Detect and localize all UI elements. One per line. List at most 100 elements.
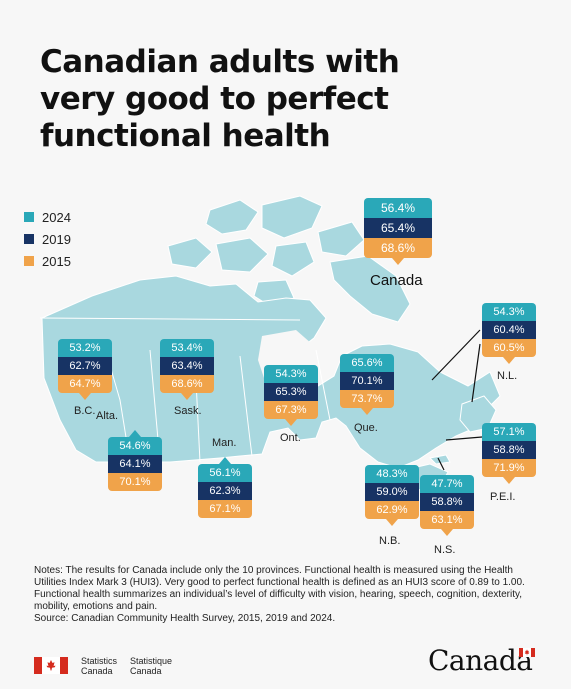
title-line-3: functional health xyxy=(40,118,331,154)
value-2015: 68.6% xyxy=(160,375,214,393)
value-2024: 47.7% xyxy=(420,475,474,493)
callout-pointer xyxy=(503,477,515,484)
agency-fr-line-1: Statistique xyxy=(130,656,173,666)
agency-en-line-1: Statistics xyxy=(81,656,118,666)
boundary-on-qc xyxy=(315,349,331,421)
agency-fr-line-2: Canada xyxy=(130,666,162,676)
legend-swatch xyxy=(24,234,34,244)
leader-ns xyxy=(437,457,445,471)
value-2019: 58.8% xyxy=(482,441,536,459)
value-2015: 68.6% xyxy=(364,238,432,258)
label-pe: P.E.I. xyxy=(490,491,516,503)
value-2024: 57.1% xyxy=(482,423,536,441)
legend-item-2024: 2024 xyxy=(24,206,71,228)
value-2015: 64.7% xyxy=(58,375,112,393)
arctic-island xyxy=(271,241,315,277)
callout-nb: 48.3% 59.0% 62.9% xyxy=(365,465,419,526)
callout-pointer xyxy=(79,393,91,400)
legend-swatch xyxy=(24,256,34,266)
leader-nl xyxy=(431,329,481,381)
leader-nl xyxy=(471,343,481,403)
callout-pointer xyxy=(181,393,193,400)
label-canada: Canada xyxy=(370,272,423,289)
value-2015: 67.3% xyxy=(264,401,318,419)
value-2015: 67.1% xyxy=(198,500,252,518)
arctic-island xyxy=(261,195,323,239)
value-2024: 53.2% xyxy=(58,339,112,357)
callout-on: 54.3% 65.3% 67.3% xyxy=(264,365,318,426)
baffin-island xyxy=(329,255,411,323)
boundary-mb-on xyxy=(239,355,253,457)
agency-name-fr: Statistique Canada xyxy=(130,656,172,676)
callout-pointer xyxy=(129,430,141,437)
callout-pointer xyxy=(441,529,453,536)
callout-pe: 57.1% 58.8% 71.9% xyxy=(482,423,536,484)
arctic-island xyxy=(205,199,259,235)
callout-bc: 53.2% 62.7% 64.7% xyxy=(58,339,112,400)
legend-item-2015: 2015 xyxy=(24,250,71,272)
callout-mb: 56.1% 62.3% 67.1% xyxy=(198,457,252,518)
callout-pointer xyxy=(361,408,373,415)
value-2019: 58.8% xyxy=(420,493,474,511)
value-2024: 56.1% xyxy=(198,464,252,482)
value-2019: 63.4% xyxy=(160,357,214,375)
value-2024: 48.3% xyxy=(365,465,419,483)
title-line-2: very good to perfect xyxy=(40,81,389,117)
value-2019: 60.4% xyxy=(482,321,536,339)
callout-pointer xyxy=(392,258,404,265)
value-2015: 60.5% xyxy=(482,339,536,357)
label-sk: Sask. xyxy=(174,405,202,417)
label-mb: Man. xyxy=(212,437,237,449)
canada-wordmark: Canada xyxy=(428,644,533,677)
value-2024: 54.3% xyxy=(482,303,536,321)
value-2019: 59.0% xyxy=(365,483,419,501)
callout-nl: 54.3% 60.4% 60.5% xyxy=(482,303,536,364)
agency-name-en: Statistics Canada xyxy=(81,656,117,676)
callout-ab: 54.6% 64.1% 70.1% xyxy=(108,430,162,491)
legend-swatch xyxy=(24,212,34,222)
notes-text: Notes: The results for Canada include on… xyxy=(34,565,525,612)
label-bc: B.C. xyxy=(74,405,96,417)
callout-pointer xyxy=(503,357,515,364)
value-2019: 70.1% xyxy=(340,372,394,390)
callout-ns: 47.7% 58.8% 63.1% xyxy=(420,475,474,536)
value-2024: 54.3% xyxy=(264,365,318,383)
callout-qc: 65.6% 70.1% 73.7% xyxy=(340,354,394,415)
legend: 2024 2019 2015 xyxy=(24,206,71,272)
value-2015: 63.1% xyxy=(420,511,474,529)
agency-en-line-2: Canada xyxy=(81,666,113,676)
title-line-1: Canadian adults with xyxy=(40,44,400,80)
legend-label: 2015 xyxy=(42,253,71,269)
canada-flag-icon xyxy=(34,657,68,674)
label-nl: N.L. xyxy=(497,370,518,382)
value-2015: 62.9% xyxy=(365,501,419,519)
arctic-island xyxy=(215,237,269,273)
pei xyxy=(428,454,451,465)
value-2024: 54.6% xyxy=(108,437,162,455)
value-2024: 56.4% xyxy=(364,198,432,218)
callout-canada: 56.4% 65.4% 68.6% xyxy=(364,198,432,265)
value-2019: 64.1% xyxy=(108,455,162,473)
callout-pointer xyxy=(386,519,398,526)
callout-pointer xyxy=(285,419,297,426)
value-2015: 70.1% xyxy=(108,473,162,491)
value-2019: 65.3% xyxy=(264,383,318,401)
arctic-island xyxy=(167,237,213,269)
value-2024: 53.4% xyxy=(160,339,214,357)
value-2019: 62.3% xyxy=(198,482,252,500)
label-on: Ont. xyxy=(280,432,301,444)
callout-pointer xyxy=(219,457,231,464)
label-ns: N.S. xyxy=(434,544,456,556)
value-2024: 65.6% xyxy=(340,354,394,372)
value-2015: 73.7% xyxy=(340,390,394,408)
value-2019: 65.4% xyxy=(364,218,432,238)
legend-label: 2024 xyxy=(42,209,71,225)
arctic-island xyxy=(317,221,365,257)
boundary-territories xyxy=(39,317,301,321)
page-title: Canadian adults with very good to perfec… xyxy=(40,44,510,155)
leader-pei xyxy=(445,436,483,441)
value-2015: 71.9% xyxy=(482,459,536,477)
label-nb: N.B. xyxy=(379,535,401,547)
wordmark-flag-icon xyxy=(519,648,535,657)
value-2019: 62.7% xyxy=(58,357,112,375)
